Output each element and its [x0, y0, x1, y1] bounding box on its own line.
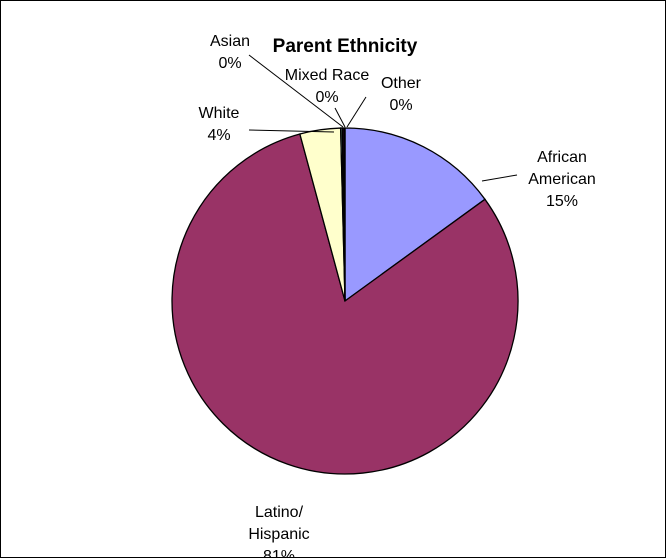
slice-name-line: American	[528, 171, 596, 188]
slice-label-asian: Asian 0%	[210, 33, 250, 72]
slice-label-other: Other 0%	[381, 75, 422, 114]
slice-percent: 0%	[389, 97, 412, 114]
pie-slice-african-american	[344, 127, 486, 303]
slice-label-white: White 4%	[199, 105, 240, 144]
leader-line-other	[346, 96, 367, 128]
slice-percent: 15%	[546, 193, 578, 210]
leader-line-asian	[248, 54, 344, 128]
slice-percent: 81%	[263, 548, 295, 558]
slices-layer	[171, 127, 519, 475]
chart-title: Parent Ethnicity	[273, 36, 418, 57]
leader-line-white	[248, 129, 335, 133]
leader-lines-layer	[248, 54, 518, 182]
slice-name-line: Other	[381, 75, 422, 92]
slice-name-line: Asian	[210, 33, 250, 50]
leader-line-mixed-race	[334, 107, 346, 128]
labels-layer: African American 15% Latino/Hispanic 81% Whit…	[199, 33, 596, 558]
slice-percent: 0%	[218, 55, 241, 72]
pie-slice-other	[343, 127, 346, 302]
slice-label-mixed-race: Mixed Race 0%	[285, 67, 370, 106]
slice-name-line: Hispanic	[248, 526, 309, 543]
slice-name-line: Mixed Race	[285, 67, 370, 84]
slice-name-line: White	[199, 105, 240, 122]
slice-percent: 0%	[315, 89, 338, 106]
slice-percent: 4%	[207, 127, 230, 144]
leader-line-african-american	[481, 174, 518, 182]
slice-label-latino-hispanic: Latino/Hispanic 81%	[248, 504, 309, 558]
slice-name-line: Latino/	[255, 504, 304, 521]
pie-slice-latino-hispanic	[171, 133, 519, 475]
slice-label-african-american: African American 15%	[528, 149, 596, 210]
slice-name-line: African	[537, 149, 587, 166]
